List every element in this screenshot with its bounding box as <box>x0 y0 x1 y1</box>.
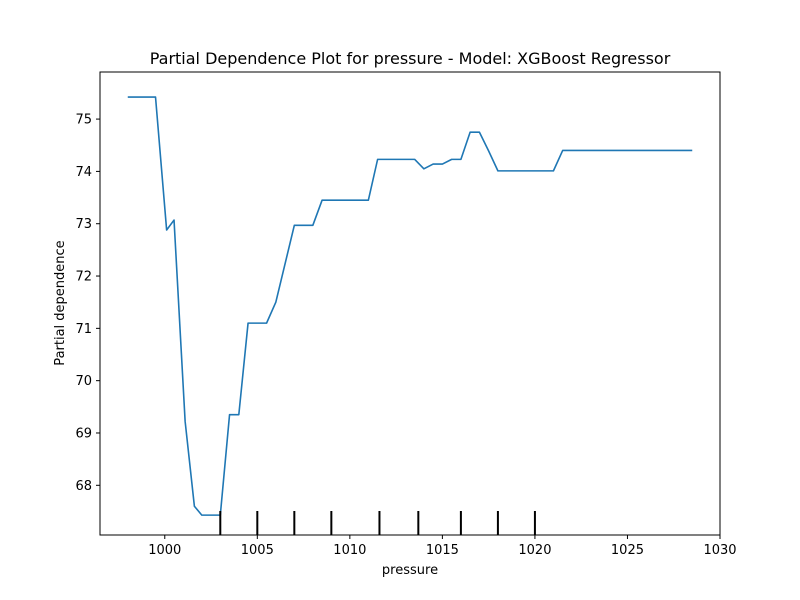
x-tick-label-1: 1005 <box>241 543 274 558</box>
x-tick-label-2: 1010 <box>333 543 366 558</box>
y-axis-label: Partial dependence <box>53 240 68 365</box>
x-tick-label-0: 1000 <box>148 543 181 558</box>
series-line-0 <box>127 96 693 516</box>
axes-frame <box>99 71 721 536</box>
x-tick-label-5: 1025 <box>611 543 644 558</box>
y-tick-label-1: 69 <box>75 426 92 441</box>
y-tick-label-0: 68 <box>75 479 92 494</box>
y-tick-label-2: 70 <box>75 374 92 389</box>
y-tick-label-7: 75 <box>75 113 92 128</box>
x-axis-label: pressure <box>382 563 438 578</box>
x-tick-label-4: 1020 <box>518 543 551 558</box>
plot-area <box>127 96 693 535</box>
y-tick-label-4: 72 <box>75 270 92 285</box>
y-tick-label-5: 73 <box>75 217 92 232</box>
x-tick-label-3: 1015 <box>426 543 459 558</box>
chart-title: Partial Dependence Plot for pressure - M… <box>150 49 671 68</box>
x-tick-label-6: 1030 <box>703 543 736 558</box>
axes: 1000 1005 1010 1015 1020 1025 1030 68 69 70 71 72 73… <box>75 71 737 558</box>
y-tick-label-3: 71 <box>75 322 92 337</box>
y-tick-label-6: 74 <box>75 165 92 180</box>
